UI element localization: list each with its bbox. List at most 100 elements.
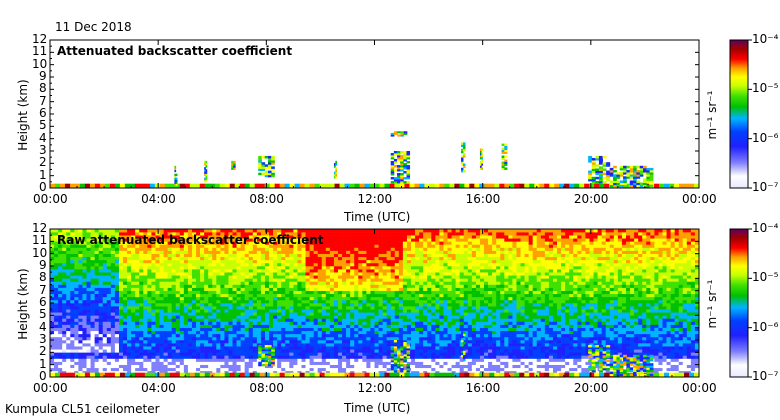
panel-attenuated-backscatter <box>49 39 752 189</box>
surface-layer-cell <box>214 183 221 188</box>
cloud-feature <box>609 165 654 188</box>
raw-noise-cell <box>406 321 412 325</box>
raw-noise-cell <box>248 238 254 242</box>
raw-noise-cell <box>386 232 392 236</box>
raw-noise-cell <box>317 256 323 261</box>
raw-noise-cell <box>163 318 168 322</box>
raw-noise-cell <box>86 290 91 295</box>
raw-noise-cell <box>248 346 254 350</box>
raw-noise-cell <box>374 262 379 267</box>
raw-noise-cell <box>204 364 209 369</box>
raw-noise-cell <box>147 244 152 248</box>
raw-noise-cell <box>281 364 286 369</box>
raw-noise-cell <box>147 336 152 341</box>
raw-noise-cell <box>277 315 282 319</box>
raw-noise-cell <box>212 250 217 254</box>
raw-noise-cell <box>358 318 363 322</box>
raw-noise-cell <box>102 306 108 310</box>
raw-noise-cell <box>402 241 408 245</box>
raw-noise-cell <box>362 259 367 264</box>
raw-noise-cell <box>143 312 148 316</box>
raw-noise-cell <box>394 321 400 325</box>
raw-noise-cell <box>386 299 392 304</box>
raw-noise-cell <box>260 281 266 285</box>
raw-noise-cell <box>301 312 306 316</box>
raw-noise-cell <box>366 367 371 372</box>
raw-noise-cell <box>123 367 128 372</box>
raw-noise-cell <box>260 364 266 369</box>
raw-noise-cell <box>378 296 383 301</box>
raw-noise-cell <box>151 250 156 254</box>
raw-noise-cell <box>374 315 379 319</box>
raw-noise-cell <box>260 290 266 295</box>
cloud-cell <box>461 157 464 160</box>
raw-noise-cell <box>411 327 416 332</box>
raw-noise-cell <box>212 296 217 301</box>
raw-noise-cell <box>297 290 302 295</box>
raw-noise-cell <box>248 266 254 270</box>
raw-noise-cell <box>110 238 116 242</box>
raw-noise-cell <box>236 361 241 365</box>
raw-noise-cell <box>325 367 331 372</box>
heatmap-raw-backscatter <box>50 229 700 378</box>
raw-noise-cell <box>366 343 371 347</box>
raw-noise-cell <box>220 250 225 254</box>
raw-noise-cell <box>342 275 347 279</box>
raw-noise-cell <box>415 349 420 353</box>
raw-noise-cell <box>333 370 339 375</box>
raw-noise-cell <box>216 256 221 261</box>
raw-noise-cell <box>350 259 355 264</box>
raw-noise-cell <box>183 253 189 258</box>
raw-noise-cell <box>333 266 339 270</box>
raw-noise-cell <box>135 312 140 316</box>
raw-noise-cell <box>123 318 128 322</box>
cloud-cell <box>393 161 398 164</box>
raw-noise-cell <box>94 284 99 288</box>
raw-noise-cell <box>90 367 95 372</box>
cloud-cell <box>406 169 411 172</box>
raw-noise-cell <box>289 262 294 267</box>
raw-noise-cell <box>240 287 245 291</box>
raw-noise-cell <box>386 346 392 350</box>
raw-noise-cell <box>232 333 237 338</box>
raw-noise-cell <box>147 367 152 372</box>
cloud-cell <box>267 174 272 178</box>
raw-noise-cell <box>163 321 168 325</box>
raw-noise-cell <box>131 244 136 248</box>
surface-layer-cell <box>554 183 560 188</box>
raw-noise-cell <box>398 241 404 245</box>
raw-noise-cell <box>200 275 205 279</box>
raw-noise-cell <box>362 269 367 273</box>
raw-noise-cell <box>317 269 323 273</box>
raw-noise-cell <box>362 336 367 341</box>
raw-noise-cell <box>236 299 241 304</box>
raw-noise-cell <box>220 278 225 282</box>
raw-noise-cell <box>411 333 416 338</box>
raw-noise-cell <box>82 272 87 276</box>
raw-noise-cell <box>78 253 83 258</box>
raw-noise-cell <box>406 287 412 291</box>
raw-noise-cell <box>411 306 416 310</box>
raw-noise-cell <box>305 266 310 270</box>
raw-noise-cell <box>285 312 290 316</box>
raw-noise-cell <box>216 287 221 291</box>
raw-noise-cell <box>236 340 241 344</box>
raw-noise-cell <box>317 232 323 236</box>
raw-noise-cell <box>415 275 420 279</box>
raw-noise-cell <box>70 272 75 276</box>
cloud-cell <box>609 174 614 177</box>
raw-noise-cell <box>151 340 156 344</box>
raw-noise-cell <box>78 250 83 254</box>
raw-noise-cell <box>163 229 168 233</box>
raw-noise-cell <box>135 241 140 245</box>
raw-noise-cell <box>305 318 310 322</box>
raw-noise-cell <box>127 361 132 365</box>
cloud-cell <box>463 144 466 147</box>
raw-noise-cell <box>62 318 67 322</box>
raw-noise-cell <box>289 358 294 362</box>
raw-noise-cell <box>208 361 213 365</box>
cloud-cell <box>406 177 411 180</box>
raw-noise-cell <box>139 272 144 276</box>
raw-noise-cell <box>118 241 124 245</box>
raw-noise-cell <box>321 330 327 335</box>
